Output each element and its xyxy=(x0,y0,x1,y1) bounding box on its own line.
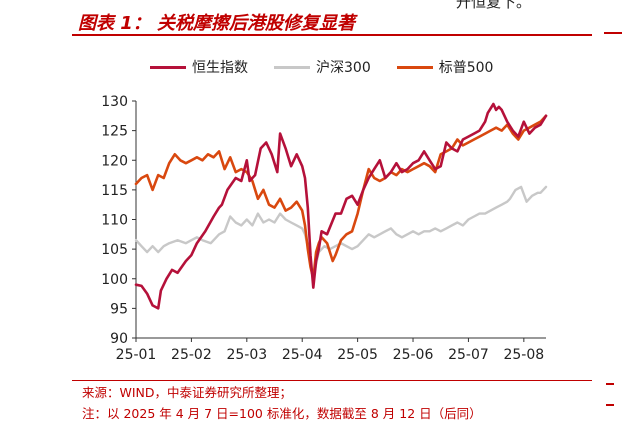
right-mark-1 xyxy=(606,383,614,385)
y-tick-label: 125 xyxy=(101,124,128,140)
footnote-note: 注：以 2025 年 4 月 7 日=100 标准化，数据截至 8 月 12 日… xyxy=(82,406,482,421)
legend-swatch-sp500 xyxy=(396,65,433,69)
y-tick-label: 130 xyxy=(101,94,128,110)
y-tick-label: 100 xyxy=(101,272,128,288)
x-tick-label: 25-04 xyxy=(282,347,323,363)
x-tick-label: 25-06 xyxy=(393,347,434,363)
footnote-rule xyxy=(72,380,592,381)
figure-title-row: 图表 1： 关税摩擦后港股修复显著 xyxy=(72,6,592,36)
y-tick-label: 95 xyxy=(110,301,128,317)
x-tick-label: 25-08 xyxy=(503,347,544,363)
legend-item-sp500: 标普500 xyxy=(396,57,494,77)
legend-label-hsi: 恒生指数 xyxy=(192,60,248,76)
legend-swatch-csi300 xyxy=(274,65,310,69)
y-tick-label: 110 xyxy=(101,213,128,229)
x-tick-label: 25-07 xyxy=(448,347,489,363)
legend-label-csi300: 沪深300 xyxy=(316,60,371,76)
y-tick-label: 105 xyxy=(101,242,128,258)
page-top-fragment: 升恒复下。 xyxy=(456,0,532,11)
x-tick-label: 25-03 xyxy=(226,347,267,363)
series-line-sp500 xyxy=(134,114,548,281)
x-tick-label: 25-01 xyxy=(116,347,157,363)
series-line-hsi xyxy=(134,102,548,310)
series-line-csi300 xyxy=(134,185,548,280)
chart-legend: 恒生指数 沪深300 标普500 xyxy=(150,57,519,77)
y-tick-label: 90 xyxy=(110,331,128,347)
legend-item-csi300: 沪深300 xyxy=(274,57,371,77)
figure-title: 图表 1： 关税摩擦后港股修复显著 xyxy=(78,13,356,34)
legend-label-sp500: 标普500 xyxy=(438,60,494,76)
x-tick-label: 25-05 xyxy=(337,347,378,363)
right-mark-2 xyxy=(606,404,614,406)
source-note: 来源：WIND，中泰证券研究所整理； xyxy=(82,385,293,400)
right-rule xyxy=(604,32,622,34)
legend-item-hsi: 恒生指数 xyxy=(150,57,248,77)
y-tick-label: 120 xyxy=(101,153,128,169)
x-tick-label: 25-02 xyxy=(171,347,212,363)
y-tick-label: 115 xyxy=(101,183,128,199)
legend-swatch-hsi xyxy=(150,65,186,69)
